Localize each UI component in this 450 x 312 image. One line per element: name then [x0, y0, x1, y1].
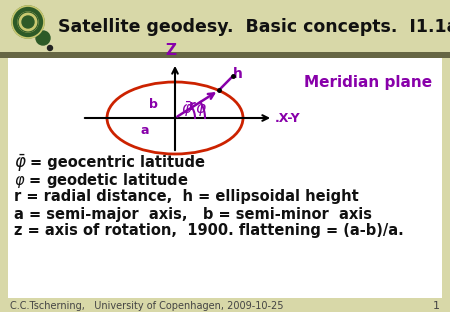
Text: .X-Y: .X-Y: [275, 111, 301, 124]
Text: r = radial distance,  h = ellipsoidal height: r = radial distance, h = ellipsoidal hei…: [14, 189, 359, 204]
Text: Z: Z: [166, 43, 176, 58]
Text: $\bar{\varphi}$: $\bar{\varphi}$: [181, 100, 193, 119]
Text: b: b: [148, 97, 157, 110]
Circle shape: [22, 16, 34, 28]
Text: $\varphi$: $\varphi$: [195, 102, 207, 118]
Text: $\varphi$ = geodetic latitude: $\varphi$ = geodetic latitude: [14, 170, 189, 189]
Text: Satellite geodesy.  Basic concepts.  I1.1a: Satellite geodesy. Basic concepts. I1.1a: [58, 18, 450, 36]
Text: C.C.Tscherning,   University of Copenhagen, 2009-10-25: C.C.Tscherning, University of Copenhagen…: [10, 301, 283, 311]
Bar: [0, 52, 450, 58]
Text: a = semi-major  axis,   b = semi-minor  axis: a = semi-major axis, b = semi-minor axis: [14, 207, 372, 222]
Text: z = axis of rotation,  1900. flattening = (a-b)/a.: z = axis of rotation, 1900. flattening =…: [14, 223, 404, 238]
Circle shape: [18, 12, 38, 32]
Circle shape: [36, 31, 50, 45]
Bar: [0, 298, 450, 312]
Text: a: a: [141, 124, 149, 137]
Text: = geocentric latitude: = geocentric latitude: [30, 155, 205, 170]
Text: $\bar{\varphi}$: $\bar{\varphi}$: [14, 152, 27, 174]
Text: Meridian plane: Meridian plane: [304, 75, 432, 90]
Circle shape: [48, 46, 53, 51]
Text: r: r: [189, 99, 195, 113]
Circle shape: [12, 6, 44, 38]
Bar: [0, 0, 450, 52]
Text: h: h: [233, 67, 243, 81]
Text: 1: 1: [433, 301, 440, 311]
Bar: [8, 58, 442, 298]
